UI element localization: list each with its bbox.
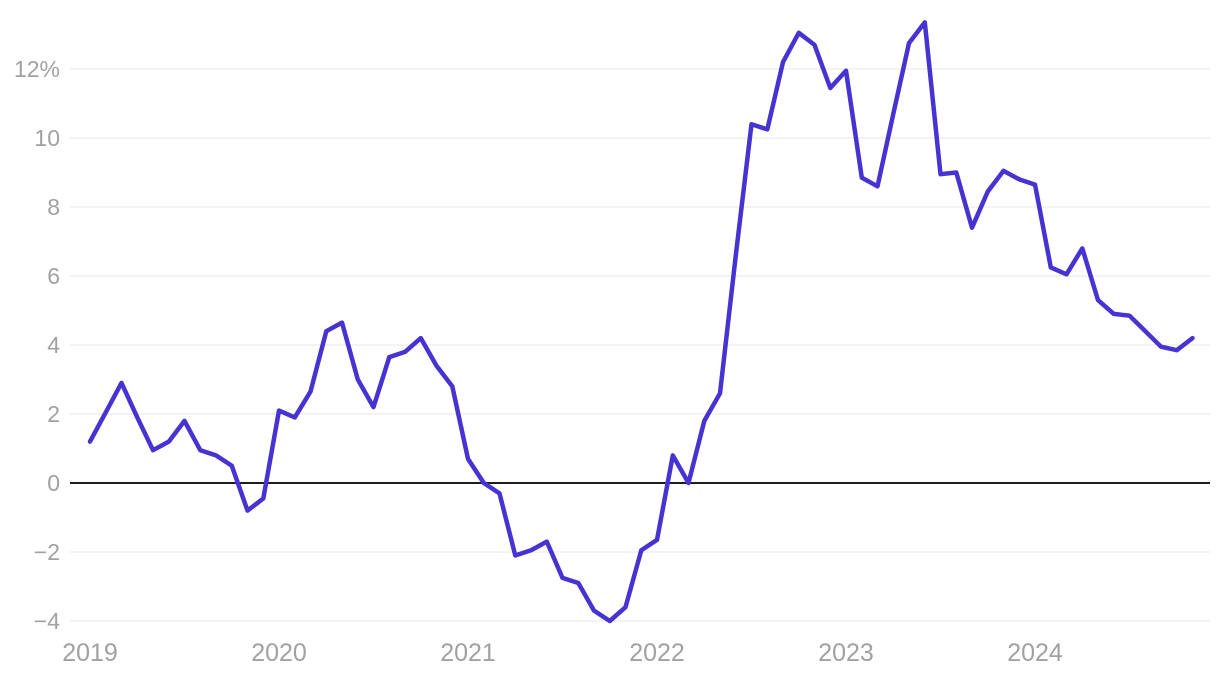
y-axis-tick-label: 12% [14, 56, 60, 82]
y-axis-tick-label: 2 [47, 401, 60, 427]
y-axis-tick-label: 8 [47, 194, 60, 220]
x-axis-tick-label: 2022 [629, 639, 685, 667]
x-axis-tick-label: 2023 [818, 639, 874, 667]
y-axis-tick-label: 10 [34, 125, 60, 151]
y-axis-tick-label: 6 [47, 263, 60, 289]
y-axis-tick-label: 0 [47, 470, 60, 496]
data-series-line [87, 20, 1195, 624]
y-axis-tick-label: −2 [34, 539, 60, 565]
x-axis-tick-label: 2019 [62, 639, 118, 667]
y-axis-tick-label: −4 [34, 608, 60, 634]
x-axis-tick-label: 2024 [1007, 639, 1063, 667]
x-axis-tick-label: 2021 [440, 639, 496, 667]
y-axis-tick-label: 4 [47, 332, 60, 358]
x-axis-tick-label: 2020 [251, 639, 307, 667]
